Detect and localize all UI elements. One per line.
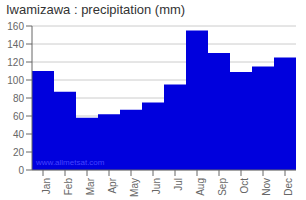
svg-text:Oct: Oct [239,178,250,194]
svg-text:Sep: Sep [217,178,228,196]
svg-text:120: 120 [8,57,24,68]
svg-text:Jul: Jul [173,178,184,191]
html-text:Iwamizawa : precipitation (mm): Iwamizawa : precipitation (mm) [6,2,186,17]
svg-text:160: 160 [8,21,24,32]
svg-text:60: 60 [13,111,25,122]
svg-text:Mar: Mar [85,177,96,195]
svg-text:100: 100 [8,75,24,86]
svg-text:Feb: Feb [63,178,74,196]
svg-text:Jan: Jan [41,178,52,194]
svg-text:Nov: Nov [261,178,272,196]
svg-text:0: 0 [18,165,24,176]
svg-text:Jun: Jun [151,178,162,194]
html-text:www.allmetsat.com: www.allmetsat.com [36,158,105,167]
svg-text:40: 40 [13,129,25,140]
svg-text:Apr: Apr [107,177,118,193]
svg-text:May: May [129,178,140,197]
svg-text:20: 20 [13,147,25,158]
svg-text:140: 140 [8,39,24,50]
svg-text:Dec: Dec [283,178,294,196]
svg-text:80: 80 [13,93,25,104]
svg-text:Aug: Aug [195,178,206,196]
